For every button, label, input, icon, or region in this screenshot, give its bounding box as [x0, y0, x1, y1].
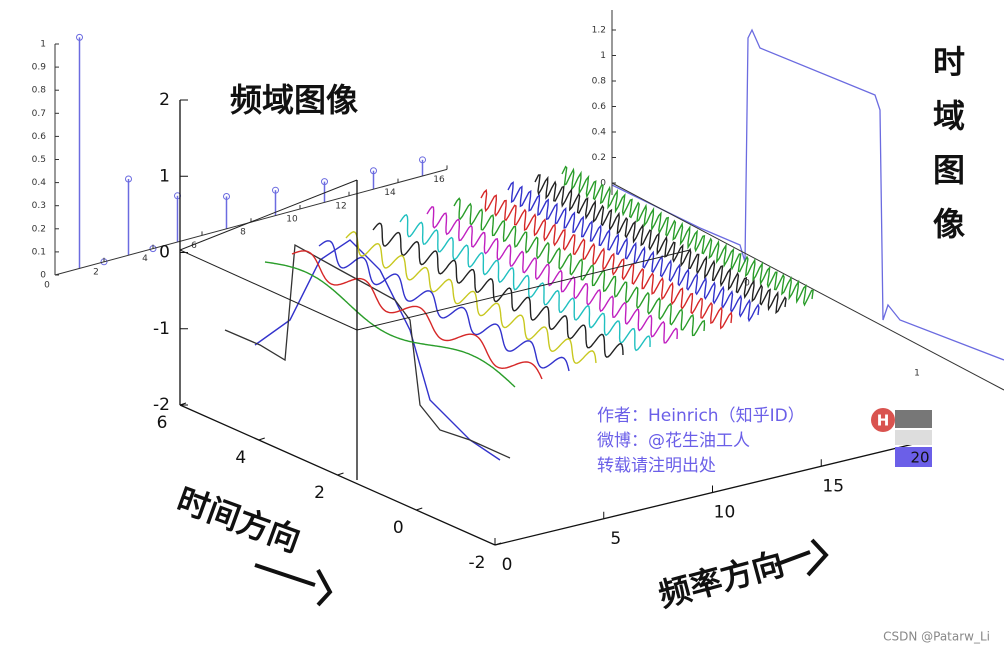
harmonic-wave: [264, 261, 516, 388]
harmonic-wave: [426, 206, 679, 344]
bar: [895, 447, 932, 467]
time-tick-label: 0: [393, 518, 404, 538]
time-y-tick-label: 0.4: [592, 128, 607, 138]
freq-tick-label: 0: [502, 555, 513, 575]
spectrum-y-tick-label: 0.1: [32, 247, 46, 257]
freq-tick-label: 15: [822, 476, 844, 496]
watermark-line: 微博：@花生油工人: [597, 431, 750, 451]
time-signal: [224, 243, 511, 459]
time-y-tick-label: 0.8: [592, 77, 607, 87]
time-tick-label: 6: [157, 413, 168, 433]
harmonic-wave: [372, 222, 624, 358]
spectrum-x-tick-label: 0: [44, 281, 50, 291]
spectrum-y-tick-label: 0.5: [32, 155, 46, 165]
time-y-tick-label: 0.2: [592, 153, 606, 163]
watermark: 作者：Heinrich（知乎ID） 微博：@花生油工人 转载请注明出处: [597, 406, 805, 476]
harmonic-wave: [480, 188, 733, 330]
harmonic-wave: [534, 174, 787, 315]
spectrum-y-tick-label: 0.2: [32, 224, 46, 234]
axis-line: [179, 179, 358, 251]
time-title: 时域图像: [928, 45, 966, 261]
harmonic-wave: [507, 181, 760, 323]
z-tick-label: 0: [159, 243, 170, 263]
watermark-line: 作者：Heinrich（知乎ID）: [597, 406, 805, 426]
spectrum-x-tick-label: 4: [142, 254, 148, 264]
time-tick-label: -2: [469, 553, 486, 573]
time-y-tick-label: 0.6: [592, 102, 607, 112]
time-y-tick-label: 0: [600, 179, 606, 189]
player-widget: H 20: [871, 408, 932, 467]
axis-line: [179, 404, 496, 546]
time-tick: [416, 507, 423, 511]
spectrum-y-tick-label: 0: [40, 271, 46, 281]
harmonic-wave: [399, 214, 651, 352]
bar: [895, 410, 932, 428]
spectrum-x-tick-label: 10: [286, 215, 298, 225]
spectrum-y-tick-label: 0.7: [32, 109, 46, 119]
z-tick-label: -2: [153, 395, 170, 415]
spectrum-x-tick-label: 12: [335, 201, 346, 211]
spectrum-y-tick-label: 0.9: [32, 63, 47, 73]
harmonic-wave: [453, 197, 706, 337]
freq-tick-label: 10: [714, 503, 736, 523]
watermark-line: 转载请注明出处: [597, 456, 716, 476]
z-tick-label: -1: [153, 319, 170, 339]
player-value: 20: [910, 449, 929, 467]
spectrum-x-tick-label: 8: [240, 228, 246, 238]
z-tick-label: 1: [159, 166, 170, 186]
square-wave: [611, 28, 1004, 361]
spectrum-y-tick-label: 1: [40, 40, 46, 50]
spectrum-y-tick-label: 0.3: [32, 201, 46, 211]
bar: [895, 430, 932, 445]
time-tick-label: 4: [235, 448, 246, 468]
footer: CSDN @Patarw_Li: [883, 630, 990, 644]
time-x-tick-label: 0: [744, 279, 750, 289]
axis-line: [356, 249, 691, 331]
time-tick-label: 2: [314, 483, 325, 503]
axis-line: [179, 249, 358, 331]
spectrum-x-tick-label: 2: [93, 267, 99, 277]
harmonic-wave: [561, 165, 814, 307]
spectrum-y-tick-label: 0.6: [32, 132, 47, 142]
time-y-tick-label: 1: [600, 51, 606, 61]
spectrum-y-tick-label: 0.8: [32, 86, 47, 96]
spectrum-y-tick-label: 0.4: [32, 178, 47, 188]
spectrum-x-tick-label: 16: [433, 175, 445, 185]
freq-title: 频域图像: [230, 81, 358, 119]
freq-arrow: [774, 538, 829, 577]
time-tick: [337, 472, 344, 476]
badge[interactable]: [871, 408, 895, 432]
time-y-tick-label: 1.2: [592, 26, 606, 36]
time-arrow: [254, 563, 333, 607]
harmonic-wave: [318, 240, 570, 372]
badge-text: H: [877, 412, 890, 430]
z-tick-label: 2: [159, 90, 170, 110]
time-x-tick-label: 1: [914, 369, 920, 379]
sum-signal: [254, 239, 501, 461]
axis-line: [494, 439, 931, 546]
freq-tick-label: 5: [610, 529, 621, 549]
spectrum-x-tick-label: 14: [384, 188, 396, 198]
spectrum-x-tick-label: 6: [191, 241, 197, 251]
harmonic-wave: [291, 250, 543, 380]
harmonic-wave: [345, 231, 597, 364]
axis-line: [611, 182, 1004, 391]
time-tick: [258, 437, 265, 441]
